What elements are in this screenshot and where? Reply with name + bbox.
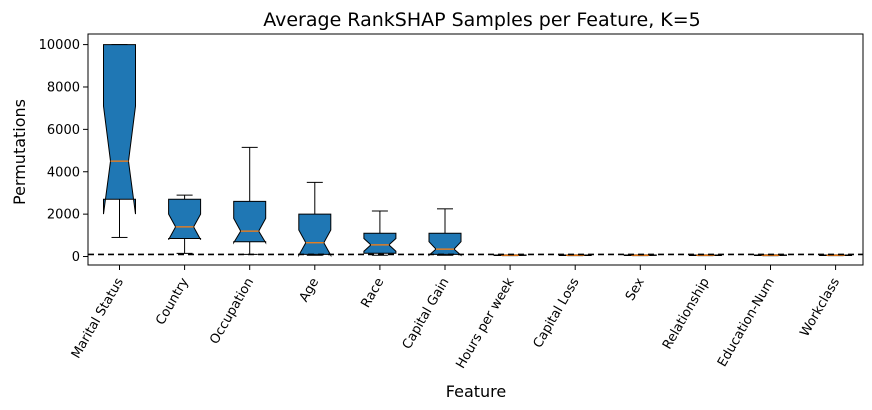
x-axis-label: Feature	[446, 382, 506, 401]
x-tick-label-race: Race	[358, 275, 387, 310]
box-capital-gain	[428, 208, 462, 257]
y-axis-label: Permutations	[10, 99, 29, 205]
x-tick-label-education-num: Education-Num	[715, 276, 778, 370]
box-body	[298, 213, 332, 258]
box-age	[298, 181, 332, 258]
y-axis: 0 2000 4000 6000 8000 10000	[39, 38, 88, 265]
y-tick-label: 8000	[47, 80, 80, 95]
y-tick-label: 2000	[47, 208, 80, 223]
y-tick-label: 0	[72, 250, 80, 265]
x-axis: Marital Status Country Occupation Age Race Ca…	[69, 265, 843, 371]
x-tick-label-occupation: Occupation	[207, 276, 257, 347]
plot-area	[88, 44, 863, 258]
box-relationship	[688, 254, 722, 257]
x-tick-label-capital-loss: Capital Loss	[531, 275, 583, 350]
x-tick-label-age: Age	[297, 276, 323, 305]
chart-title: Average RankSHAP Samples per Feature, K=…	[263, 9, 701, 31]
box-body	[428, 232, 462, 257]
box-occupation	[233, 146, 267, 255]
y-tick-label: 6000	[47, 123, 80, 138]
box-body	[103, 44, 136, 215]
box-marital-status	[103, 44, 136, 238]
x-tick-label-capital-gain: Capital Gain	[400, 276, 453, 352]
y-tick-label: 4000	[47, 165, 80, 180]
x-tick-label-relationship: Relationship	[660, 276, 713, 353]
box-body	[168, 198, 202, 240]
x-tick-label-marital-status: Marital Status	[69, 275, 127, 361]
plot-frame	[87, 33, 864, 266]
box-body	[233, 200, 267, 245]
x-tick-label-country: Country	[153, 275, 192, 327]
box-body	[363, 232, 397, 254]
x-tick-label-hours-per-week: Hours per week	[454, 275, 518, 371]
box-race	[363, 210, 397, 256]
box-country	[168, 194, 202, 254]
y-tick-label: 10000	[39, 38, 80, 53]
x-tick-label-sex: Sex	[623, 275, 648, 303]
box-workclass	[819, 254, 853, 257]
x-tick-label-workclass: Workclass	[797, 275, 843, 339]
